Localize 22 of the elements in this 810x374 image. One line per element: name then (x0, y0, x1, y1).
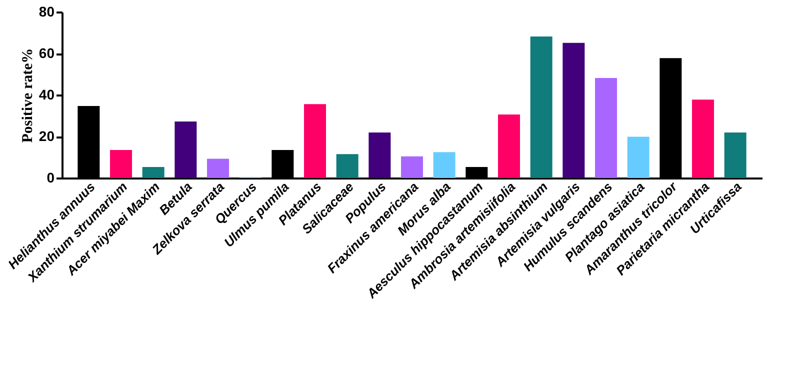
y-tick-label: 80 (38, 4, 55, 20)
y-tick-label: 40 (38, 86, 55, 102)
bar (594, 78, 617, 178)
bar (530, 36, 552, 178)
bar (336, 154, 358, 178)
bar (110, 150, 132, 178)
y-axis-title: Positive rate% (20, 48, 36, 143)
y-tick-label: 0 (46, 170, 55, 186)
bar (692, 100, 714, 178)
bar (724, 132, 746, 178)
y-tick-label: 60 (38, 45, 55, 61)
bar (304, 104, 326, 178)
y-tick-label: 20 (38, 128, 55, 144)
bar (401, 156, 423, 178)
bar (207, 158, 230, 178)
bar (368, 132, 391, 178)
bar (174, 122, 197, 178)
bar (433, 152, 456, 178)
bar (142, 167, 164, 178)
bar (498, 114, 520, 178)
bar (627, 136, 650, 178)
bar (562, 42, 585, 178)
